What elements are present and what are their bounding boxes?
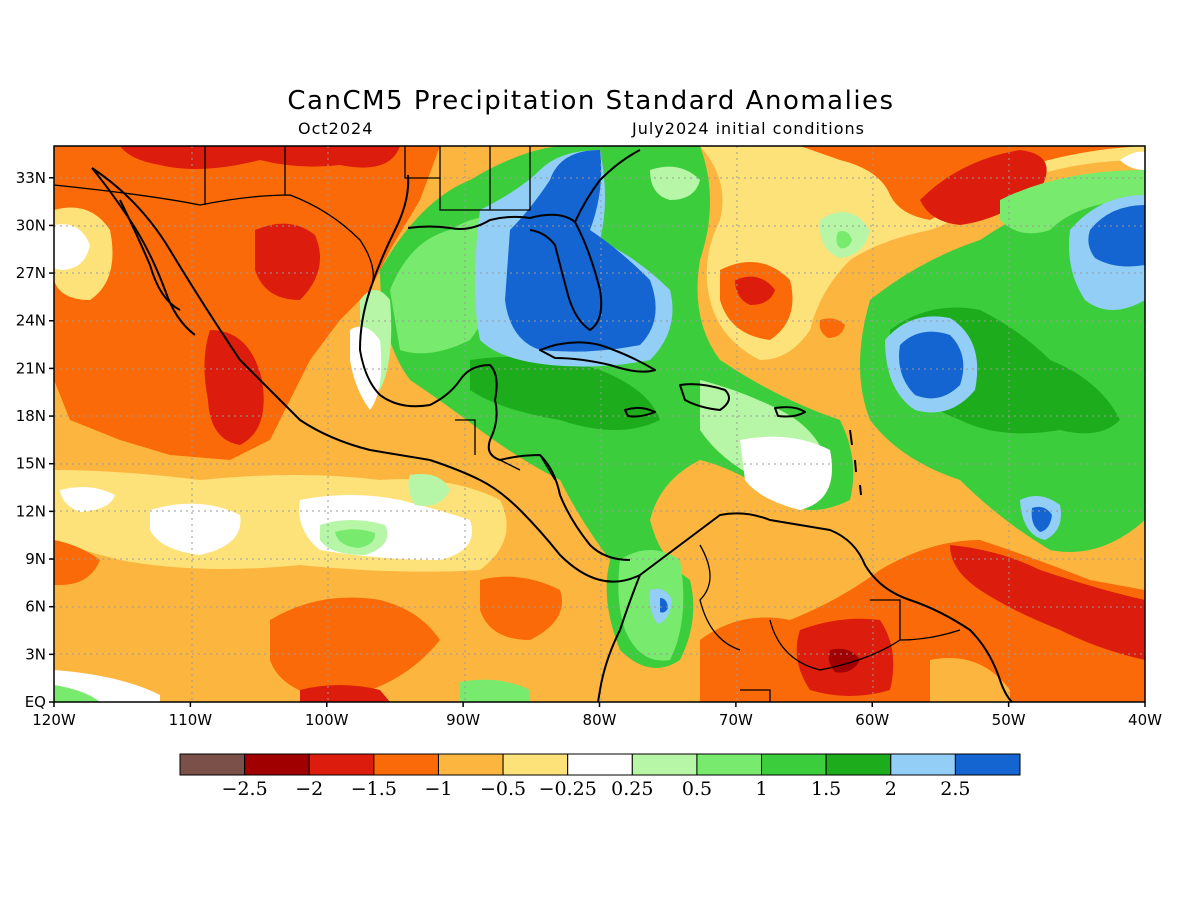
lon-tick-label: 40W [1128, 711, 1162, 729]
anomaly-region-atlantic-green-small [836, 231, 852, 249]
longitude-axis: 120W 110W 100W 90W 80W 70W 60W 50W 40W [32, 702, 1162, 729]
colorbar-swatch [179, 753, 246, 776]
lat-tick-label: 3N [25, 645, 46, 663]
lat-tick-label: 21N [16, 359, 46, 377]
anomaly-region-caribbean-darkgreen [470, 356, 660, 430]
anomaly-region-pacific-green-2 [335, 529, 376, 548]
lon-tick-label: 90W [446, 711, 480, 729]
anomaly-region-southamerica-yellow [930, 658, 1010, 702]
lat-tick-label: 9N [25, 550, 46, 568]
lon-tick-label: 50W [992, 711, 1026, 729]
anomaly-region-northmexico-red [255, 223, 320, 300]
anomaly-region-pacific-white-1 [150, 503, 241, 555]
lat-tick-label: 27N [16, 264, 46, 282]
lat-tick-label: 18N [16, 407, 46, 425]
lat-tick-label: EQ [25, 693, 46, 711]
colorbar-swatch [761, 753, 827, 776]
map-title: CanCM5 Precipitation Standard Anomalies [287, 86, 895, 116]
colorbar-label: −1 [424, 778, 452, 800]
colorbar-swatch [373, 753, 439, 776]
colorbar-label: 2 [885, 778, 897, 800]
anomaly-region-bottom-left-green-2 [54, 685, 100, 702]
anomaly-region-mexico-red [204, 330, 264, 445]
colorbar-label: 0.5 [682, 778, 712, 800]
anomaly-region-lower-pacific-red [300, 685, 390, 702]
colorbar-label: 2.5 [940, 778, 970, 800]
lat-tick-label: 15N [16, 455, 46, 473]
anomaly-region-southamerica-red [796, 545, 1145, 696]
colorbar-swatch [954, 753, 1021, 776]
colorbar-label: −2.5 [222, 778, 268, 800]
colorbar-label: −0.5 [480, 778, 526, 800]
lon-tick-label: 100W [305, 711, 349, 729]
anomaly-region-pacific-white-2 [60, 486, 115, 512]
colorbar-label: 1.5 [811, 778, 841, 800]
anomaly-region-east-blue [1031, 506, 1052, 532]
anomaly-region-bottom-green [460, 679, 530, 702]
anomaly-region-atlantic-orange-3 [819, 318, 845, 338]
anomaly-region-east-white [1120, 151, 1145, 170]
anomaly-region-atlantic-yellow [700, 146, 1145, 360]
colorbar-swatch [502, 753, 569, 776]
anomaly-field [54, 146, 1145, 702]
lon-tick-label: 110W [169, 711, 213, 729]
lon-tick-label: 80W [583, 711, 617, 729]
colorbar-label: 0.25 [611, 778, 653, 800]
lat-tick-label: 30N [16, 216, 46, 234]
anomaly-region-pacific-green-3 [408, 474, 450, 506]
colorbar-swatch [244, 753, 310, 776]
lat-tick-label: 6N [25, 598, 46, 616]
anomaly-region-north-red [120, 146, 400, 169]
anomaly-region-northeast-blue [1088, 205, 1145, 267]
anomaly-region-atlantic-lightgreen [1000, 170, 1145, 234]
lon-tick-label: 70W [719, 711, 753, 729]
map-grid [54, 146, 1145, 702]
anomaly-region-atlantic-red-2 [735, 276, 775, 305]
colorbar-swatch [825, 753, 892, 776]
colorbar-label: 1 [755, 778, 767, 800]
colorbar-label: −0.25 [539, 778, 597, 800]
anomaly-region-florida-blue [505, 150, 656, 352]
anomaly-region-caribbean-white [740, 436, 832, 510]
anomaly-region-colombia-darkblue [660, 598, 668, 613]
anomaly-region-gulf-white [350, 326, 382, 410]
colorbar-swatch [631, 753, 698, 776]
colorbar-label: −1.5 [351, 778, 397, 800]
coastlines [91, 149, 1013, 702]
anomaly-region-lower-pacific-orange [54, 540, 562, 700]
anomaly-region-white-west [54, 224, 90, 270]
lon-tick-label: 60W [855, 711, 889, 729]
colorbar-swatch [437, 753, 504, 776]
initial-conditions-label: July2024 initial conditions [632, 119, 865, 138]
lat-tick-label: 12N [16, 502, 46, 520]
lon-tick-label: 120W [32, 711, 76, 729]
latitude-axis: EQ 3N 6N 9N 12N 15N 18N 21N 24N 27N 30N 33N [16, 169, 54, 711]
colorbar-label: −2 [295, 778, 323, 800]
anomaly-region-atlantic-blue [899, 331, 964, 399]
borders [54, 146, 961, 702]
colorbar-swatch [567, 753, 633, 776]
colorbar-swatch [890, 753, 956, 776]
lat-tick-label: 33N [16, 169, 46, 187]
colorbar-swatch [696, 753, 763, 776]
colorbar-legend: −2.5 −2 −1.5 −1 −0.5 −0.25 0.25 0.5 1 1.5 2 2.5 [179, 753, 1021, 800]
lat-tick-label: 24N [16, 312, 46, 330]
anomaly-region-atlantic-pale [650, 166, 700, 200]
forecast-month: Oct2024 [298, 119, 374, 138]
colorbar-swatch [308, 753, 375, 776]
